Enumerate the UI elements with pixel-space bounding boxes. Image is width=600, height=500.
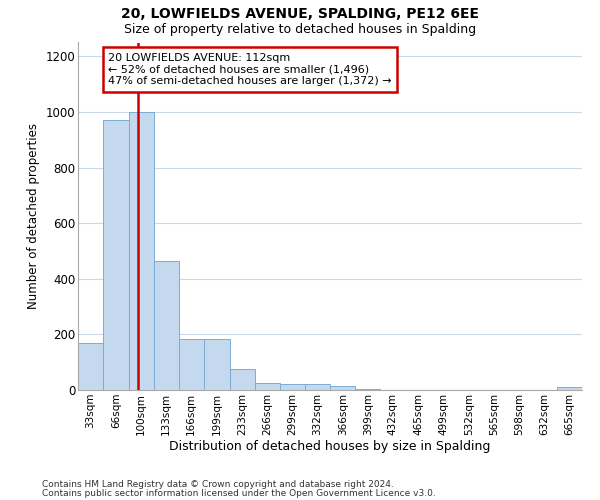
Bar xyxy=(280,384,305,390)
Bar xyxy=(557,387,582,390)
Text: 20 LOWFIELDS AVENUE: 112sqm
← 52% of detached houses are smaller (1,496)
47% of : 20 LOWFIELDS AVENUE: 112sqm ← 52% of det… xyxy=(108,53,392,86)
Text: 20, LOWFIELDS AVENUE, SPALDING, PE12 6EE: 20, LOWFIELDS AVENUE, SPALDING, PE12 6EE xyxy=(121,8,479,22)
Bar xyxy=(230,369,254,390)
Text: Size of property relative to detached houses in Spalding: Size of property relative to detached ho… xyxy=(124,22,476,36)
Bar xyxy=(154,260,179,390)
Bar xyxy=(129,112,154,390)
Bar xyxy=(355,388,380,390)
Bar xyxy=(103,120,129,390)
Bar xyxy=(179,338,204,390)
Bar xyxy=(305,384,331,390)
Bar xyxy=(331,386,355,390)
Text: Contains HM Land Registry data © Crown copyright and database right 2024.: Contains HM Land Registry data © Crown c… xyxy=(42,480,394,489)
Bar xyxy=(204,338,230,390)
Y-axis label: Number of detached properties: Number of detached properties xyxy=(27,123,40,309)
Bar xyxy=(78,342,103,390)
X-axis label: Distribution of detached houses by size in Spalding: Distribution of detached houses by size … xyxy=(169,440,491,454)
Text: Contains public sector information licensed under the Open Government Licence v3: Contains public sector information licen… xyxy=(42,488,436,498)
Bar xyxy=(254,383,280,390)
